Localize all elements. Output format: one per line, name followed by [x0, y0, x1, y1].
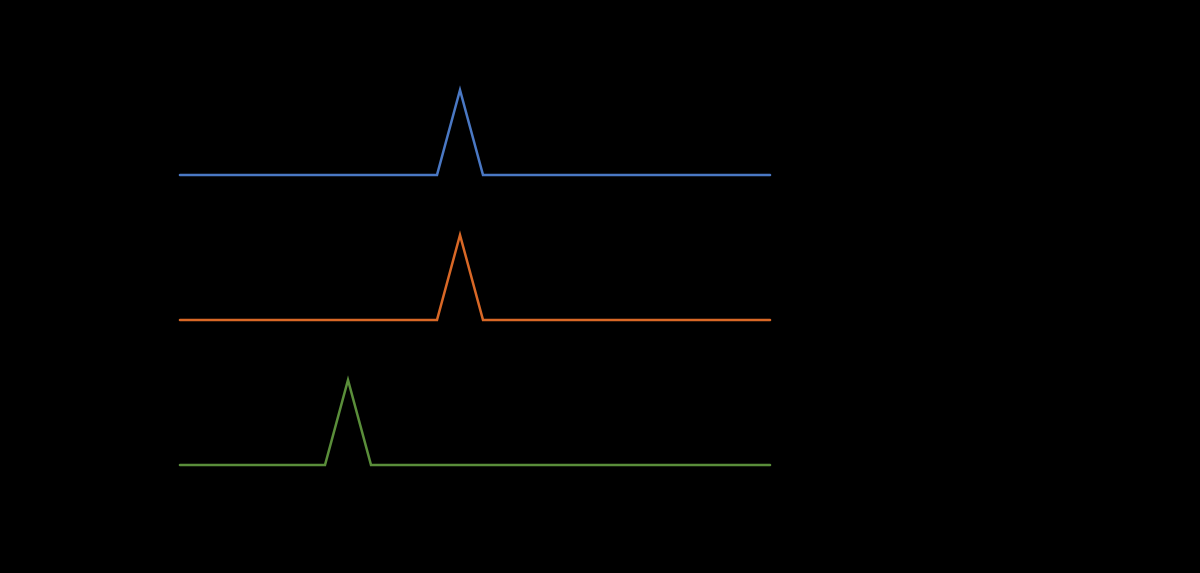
signal-plot: [0, 0, 1200, 573]
trace-middle: [180, 235, 770, 320]
trace-bottom: [180, 380, 770, 465]
trace-top: [180, 90, 770, 175]
